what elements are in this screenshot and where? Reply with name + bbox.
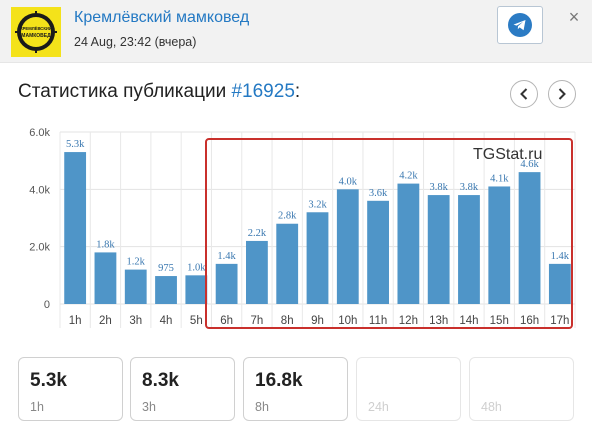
close-button[interactable]: × xyxy=(563,6,585,28)
prev-post-button[interactable] xyxy=(510,80,538,108)
x-tick-label: 9h xyxy=(311,315,324,327)
bar-value-label: 1.8k xyxy=(96,239,115,250)
x-tick-label: 17h xyxy=(550,315,569,327)
bar xyxy=(155,276,177,304)
channel-header: КРЕМЛЁВСКИЙ МАМКОВЕД Кремлёвский мамкове… xyxy=(0,0,592,62)
x-tick-label: 16h xyxy=(520,315,539,327)
summary-label: 3h xyxy=(142,400,156,414)
x-tick-label: 11h xyxy=(369,315,387,327)
y-tick-label: 4.0k xyxy=(29,184,50,196)
open-telegram-button[interactable] xyxy=(497,6,543,44)
bar-value-label: 1.4k xyxy=(551,251,570,262)
chevron-left-icon xyxy=(520,88,528,100)
bar xyxy=(548,263,571,304)
x-tick-label: 14h xyxy=(459,315,478,327)
y-tick-label: 2.0k xyxy=(29,242,50,254)
summary-value: 5.3k xyxy=(30,370,67,391)
bar-value-label: 3.2k xyxy=(308,199,327,210)
bar-value-label: 1.4k xyxy=(217,251,236,262)
x-tick-label: 13h xyxy=(429,315,448,327)
svg-text:МАМКОВЕД: МАМКОВЕД xyxy=(21,33,51,39)
x-tick-label: 3h xyxy=(129,315,142,327)
bar-value-label: 3.8k xyxy=(460,182,479,193)
bar xyxy=(488,186,511,304)
bar-value-label: 3.8k xyxy=(429,182,448,193)
stats-title-suffix: : xyxy=(294,81,301,102)
x-tick-label: 2h xyxy=(99,315,112,327)
chevron-right-icon xyxy=(558,88,566,100)
x-tick-label: 10h xyxy=(338,315,357,327)
x-tick-label: 1h xyxy=(69,315,82,327)
x-tick-label: 15h xyxy=(490,315,509,327)
channel-avatar[interactable]: КРЕМЛЁВСКИЙ МАМКОВЕД xyxy=(11,7,61,57)
bar xyxy=(185,275,208,304)
telegram-icon xyxy=(508,13,532,37)
x-tick-label: 5h xyxy=(190,315,203,327)
summary-card-3h[interactable]: 8.3k 3h xyxy=(130,357,235,421)
bar xyxy=(64,152,87,304)
summary-value: 16.8k xyxy=(255,370,303,391)
bar xyxy=(336,189,359,304)
post-date: 24 Aug, 23:42 (вчера) xyxy=(74,35,197,49)
x-tick-label: 12h xyxy=(399,315,418,327)
bar-value-label: 975 xyxy=(158,263,174,274)
next-post-button[interactable] xyxy=(548,80,576,108)
summary-label: 8h xyxy=(255,400,269,414)
bar-value-label: 4.1k xyxy=(490,173,509,184)
summary-card-8h[interactable]: 16.8k 8h xyxy=(243,357,348,421)
bar xyxy=(367,200,389,304)
bar-value-label: 1.0k xyxy=(187,262,206,273)
summary-card-1h[interactable]: 5.3k 1h xyxy=(18,357,123,421)
post-id-link[interactable]: #16925 xyxy=(231,81,295,102)
views-chart-svg: 0 2.0k 4.0k 6.0k 5.3k 1h 1.8k 2h 1.2k 3h 975 4h 1.0k… xyxy=(29,127,576,328)
summary-card-48h: 48h xyxy=(469,357,574,421)
bar xyxy=(458,195,480,304)
svg-text:КРЕМЛЁВСКИЙ: КРЕМЛЁВСКИЙ xyxy=(20,26,52,31)
bar-value-label: 4.2k xyxy=(399,171,418,182)
summary-label: 48h xyxy=(481,400,502,414)
bar xyxy=(397,183,420,304)
bar xyxy=(124,269,147,304)
x-tick-label: 6h xyxy=(220,315,233,327)
views-chart: 0 2.0k 4.0k 6.0k 5.3k 1h 1.8k 2h 1.2k 3h 975 4h 1.0k… xyxy=(0,118,592,338)
header-divider xyxy=(0,62,592,63)
bar-value-label: 1.2k xyxy=(127,257,146,268)
avatar-logo-icon: КРЕМЛЁВСКИЙ МАМКОВЕД xyxy=(15,11,57,53)
channel-name-link[interactable]: Кремлёвский мамковед xyxy=(74,9,250,26)
bar-value-label: 3.6k xyxy=(369,188,388,199)
bar-value-label: 2.8k xyxy=(278,211,297,222)
y-tick-label: 6.0k xyxy=(29,127,50,139)
summary-value: 8.3k xyxy=(142,370,179,391)
close-icon: × xyxy=(568,6,580,27)
stats-title-prefix: Статистика публикации xyxy=(18,81,232,102)
bar xyxy=(94,252,117,304)
y-tick-label: 0 xyxy=(44,299,50,311)
bar xyxy=(246,240,268,304)
bar-value-label: 4.6k xyxy=(520,159,539,170)
x-tick-label: 4h xyxy=(160,315,173,327)
bar xyxy=(306,212,329,304)
x-tick-label: 7h xyxy=(251,315,264,327)
bar xyxy=(518,172,541,304)
bar-value-label: 4.0k xyxy=(339,176,358,187)
bar-value-label: 5.3k xyxy=(66,139,85,150)
stats-title: Статистика публикации #16925: xyxy=(18,81,300,103)
bar xyxy=(215,263,238,304)
bar xyxy=(427,195,450,304)
bar-value-label: 2.2k xyxy=(248,228,267,239)
x-tick-label: 8h xyxy=(281,315,294,327)
bar xyxy=(276,223,299,304)
tgstat-watermark: TGStat.ru xyxy=(473,146,543,163)
summary-card-24h: 24h xyxy=(356,357,461,421)
summary-label: 1h xyxy=(30,400,44,414)
summary-label: 24h xyxy=(368,400,389,414)
